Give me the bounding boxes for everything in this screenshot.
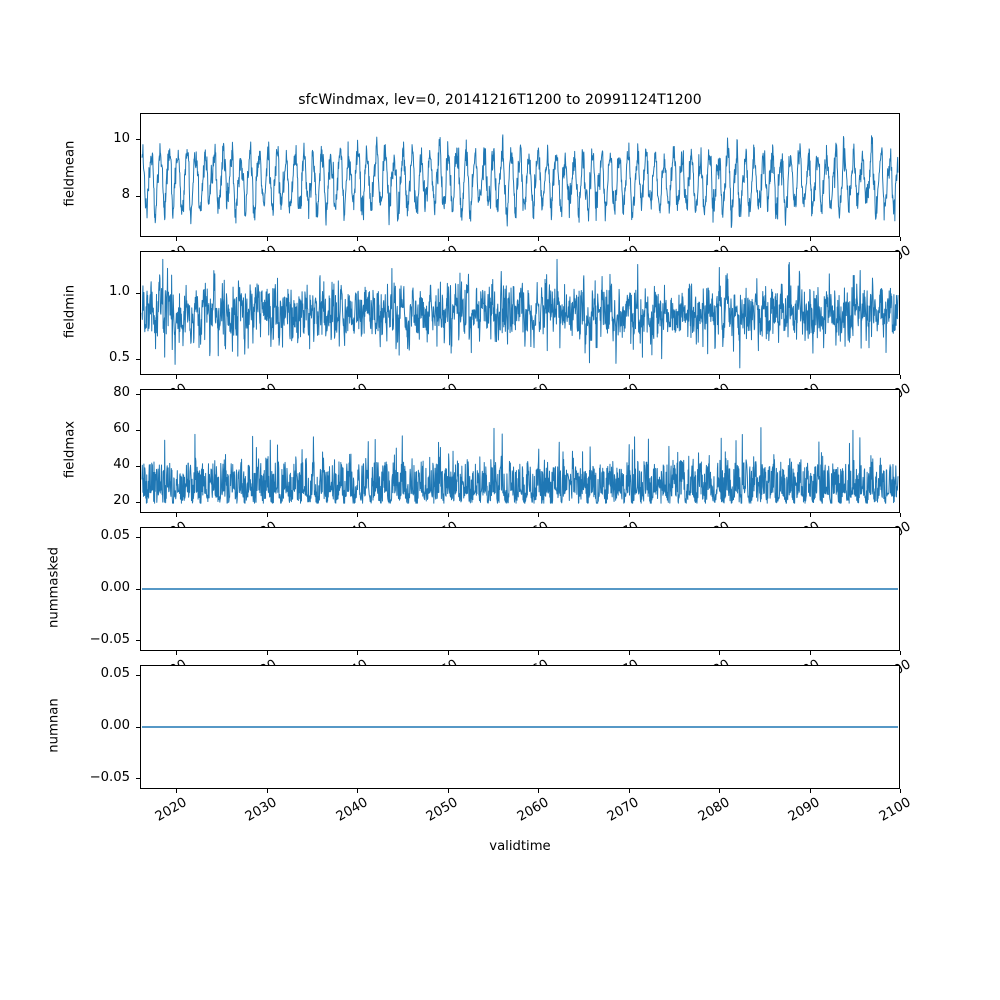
figure-title: sfcWindmax, lev=0, 20141216T1200 to 2099…: [298, 92, 702, 108]
x-tick-mark: [266, 651, 268, 655]
x-tick-label: 2050: [424, 795, 461, 825]
y-tick-label: 40: [113, 457, 130, 473]
y-tick-mark: [136, 778, 140, 780]
x-tick-mark: [809, 237, 811, 241]
x-tick-label: 2040: [333, 795, 371, 825]
x-tick-mark: [628, 237, 630, 241]
y-tick-label: −0.05: [89, 769, 130, 785]
x-tick-mark: [447, 789, 449, 793]
y-axis-label-fieldmean: fieldmean: [62, 140, 78, 207]
subplot-numnan: [140, 665, 900, 789]
y-tick-label: −0.05: [89, 631, 130, 647]
x-tick-mark: [176, 513, 178, 517]
y-tick-mark: [136, 358, 140, 360]
y-tick-label: 10: [113, 130, 130, 146]
x-tick-label: 2080: [695, 795, 733, 825]
x-tick-mark: [719, 513, 721, 517]
x-tick-mark: [176, 651, 178, 655]
y-tick-label: 8: [121, 187, 130, 203]
subplot-fieldmin: [140, 251, 900, 375]
x-tick-mark: [538, 651, 540, 655]
y-tick-mark: [136, 429, 140, 431]
x-tick-mark: [719, 375, 721, 379]
x-tick-mark: [357, 651, 359, 655]
y-tick-mark: [136, 674, 140, 676]
x-axis-label: validtime: [489, 839, 551, 854]
y-tick-label: 0.5: [109, 350, 130, 366]
x-tick-mark: [266, 237, 268, 241]
x-tick-mark: [176, 789, 178, 793]
x-tick-mark: [176, 375, 178, 379]
y-tick-mark: [136, 588, 140, 590]
y-tick-mark: [136, 536, 140, 538]
y-tick-label: 1.0: [109, 284, 130, 300]
y-tick-mark: [136, 726, 140, 728]
y-tick-label: 0.00: [100, 718, 130, 733]
x-tick-label: 2030: [243, 795, 280, 825]
y-tick-label: 60: [113, 421, 130, 437]
x-tick-mark: [447, 375, 449, 379]
x-tick-mark: [357, 375, 359, 379]
x-tick-mark: [538, 237, 540, 241]
series-line-fieldmin: [141, 258, 899, 369]
y-tick-mark: [136, 393, 140, 395]
x-tick-mark: [900, 651, 902, 655]
x-tick-mark: [266, 375, 268, 379]
x-tick-mark: [628, 651, 630, 655]
subplot-fieldmax: [140, 389, 900, 513]
x-tick-mark: [628, 375, 630, 379]
y-tick-label: 20: [113, 493, 130, 509]
x-tick-mark: [447, 513, 449, 517]
x-tick-mark: [900, 513, 902, 517]
x-tick-mark: [357, 237, 359, 241]
subplot-fieldmean: [140, 113, 900, 237]
x-tick-label: 2100: [876, 795, 914, 825]
x-tick-mark: [809, 375, 811, 379]
y-tick-label: 80: [113, 385, 130, 401]
x-tick-mark: [538, 789, 540, 793]
y-tick-mark: [136, 292, 140, 294]
x-tick-mark: [538, 513, 540, 517]
x-tick-mark: [719, 789, 721, 793]
x-tick-label: 2090: [786, 795, 823, 825]
x-tick-label: 2020: [152, 795, 190, 825]
y-tick-mark: [136, 501, 140, 503]
y-tick-mark: [136, 195, 140, 197]
x-tick-mark: [266, 513, 268, 517]
x-tick-label: 2070: [605, 795, 642, 825]
y-tick-mark: [136, 640, 140, 642]
x-tick-mark: [628, 789, 630, 793]
x-tick-mark: [900, 237, 902, 241]
x-tick-mark: [719, 651, 721, 655]
x-tick-mark: [809, 789, 811, 793]
x-tick-mark: [900, 789, 902, 793]
y-tick-label: 0.00: [100, 580, 130, 595]
series-line-fieldmax: [141, 427, 899, 504]
x-tick-mark: [266, 789, 268, 793]
x-tick-mark: [447, 651, 449, 655]
x-tick-mark: [176, 237, 178, 241]
y-tick-label: 0.05: [100, 666, 130, 682]
x-tick-mark: [447, 237, 449, 241]
x-tick-mark: [357, 789, 359, 793]
y-tick-mark: [136, 139, 140, 141]
x-tick-mark: [719, 237, 721, 241]
x-tick-mark: [357, 513, 359, 517]
subplot-nummasked: [140, 527, 900, 651]
x-tick-mark: [538, 375, 540, 379]
x-tick-mark: [809, 513, 811, 517]
y-tick-label: 0.05: [100, 528, 130, 544]
y-tick-mark: [136, 465, 140, 467]
x-tick-mark: [809, 651, 811, 655]
x-tick-mark: [900, 375, 902, 379]
x-tick-mark: [628, 513, 630, 517]
x-tick-label: 2060: [514, 795, 552, 825]
series-line-fieldmean: [141, 134, 899, 229]
